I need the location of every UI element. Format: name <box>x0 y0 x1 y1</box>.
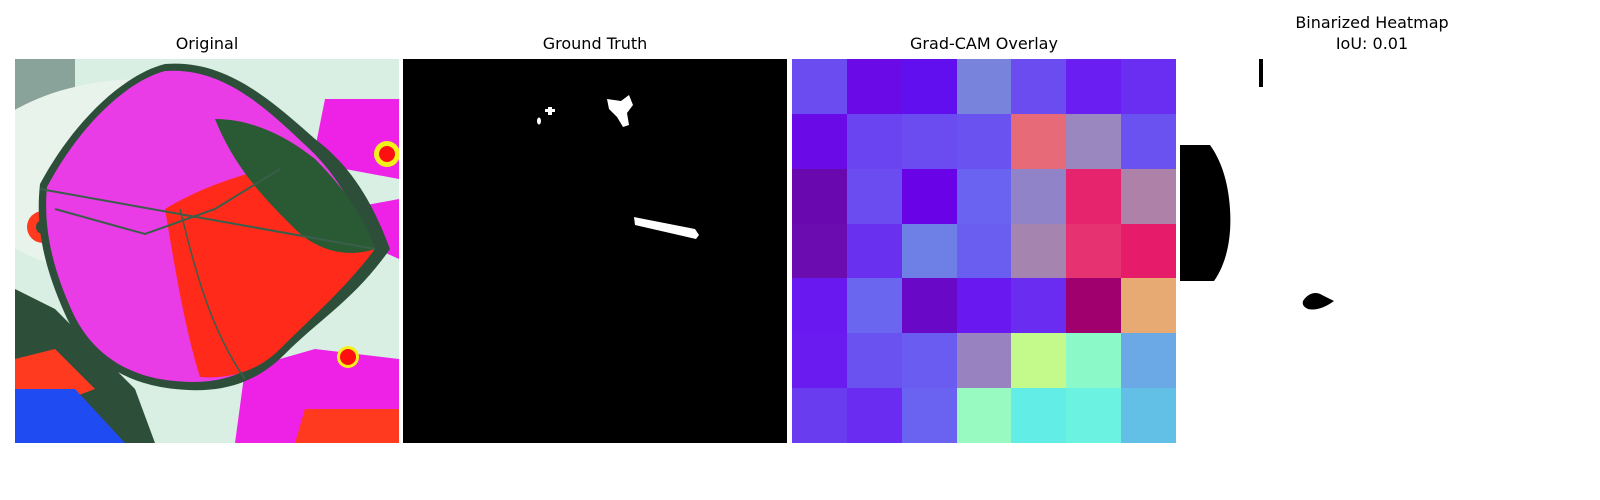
original-leaf-picture <box>15 59 399 443</box>
binarized-title: Binarized Heatmap <box>1295 13 1449 32</box>
gradcam-cell <box>792 168 847 224</box>
gradcam-cell <box>901 333 957 389</box>
gradcam-cell <box>1121 333 1176 389</box>
gradcam-cell <box>792 59 847 114</box>
gradcam-cell <box>956 59 1012 114</box>
gradcam-cell <box>1066 278 1122 334</box>
gradcam-cell <box>1066 223 1122 279</box>
gradcam-cell <box>846 113 902 169</box>
gradcam-cell <box>1066 168 1122 224</box>
gradcam-cell <box>901 113 957 169</box>
binarized-heatmap <box>1180 59 1564 443</box>
binarized-heatmap-picture <box>1180 59 1564 443</box>
gradcam-cell <box>1011 278 1067 334</box>
ground-truth-mask <box>403 59 787 443</box>
gradcam-overlay <box>792 59 1176 443</box>
gradcam-cell <box>846 278 902 334</box>
gradcam-cell <box>846 388 902 443</box>
gradcam-cell <box>956 223 1012 279</box>
gradcam-cell <box>846 59 902 114</box>
gradcam-cell <box>956 168 1012 224</box>
gradcam-heatmap-grid <box>792 59 1176 443</box>
gradcam-cell <box>846 168 902 224</box>
gradcam-cell <box>901 168 957 224</box>
gradcam-cell <box>792 333 847 389</box>
gradcam-cell <box>1011 113 1067 169</box>
gradcam-cell <box>1011 59 1067 114</box>
gradcam-cell <box>1066 333 1122 389</box>
gradcam-cell <box>956 388 1012 443</box>
gradcam-cell <box>1011 223 1067 279</box>
original-title: Original <box>175 34 239 53</box>
ground-truth-mask-picture <box>403 59 787 443</box>
gradcam-cell <box>1121 223 1176 279</box>
gradcam-cell <box>792 223 847 279</box>
gradcam-cell <box>1066 113 1122 169</box>
gradcam-cell <box>956 278 1012 334</box>
gradcam-cell <box>1121 113 1176 169</box>
gradcam-cell <box>1066 59 1122 114</box>
gradcam-cell <box>846 333 902 389</box>
gradcam-cell <box>792 388 847 443</box>
gradcam-cell <box>1121 59 1176 114</box>
gradcam-cell <box>901 388 957 443</box>
gradcam-cell <box>956 333 1012 389</box>
gradcam-cell <box>1121 278 1176 334</box>
gradcam-cell <box>1066 388 1122 443</box>
gradcam-cell <box>1011 388 1067 443</box>
gradcam-cell <box>1011 333 1067 389</box>
binarized-subtitle: IoU: 0.01 <box>1335 34 1409 53</box>
gradcam-cell <box>901 278 957 334</box>
gradcam-cell <box>792 113 847 169</box>
gradcam-cell <box>956 113 1012 169</box>
gradcam-cell <box>1121 168 1176 224</box>
gradcam-cell <box>1121 388 1176 443</box>
original-image <box>15 59 399 443</box>
gradcam-cell <box>901 223 957 279</box>
gradcam-cell <box>901 59 957 114</box>
gradcam-cell <box>792 278 847 334</box>
ground-truth-title: Ground Truth <box>542 34 648 53</box>
gradcam-title: Grad-CAM Overlay <box>910 34 1058 53</box>
gradcam-cell <box>846 223 902 279</box>
gradcam-cell <box>1011 168 1067 224</box>
